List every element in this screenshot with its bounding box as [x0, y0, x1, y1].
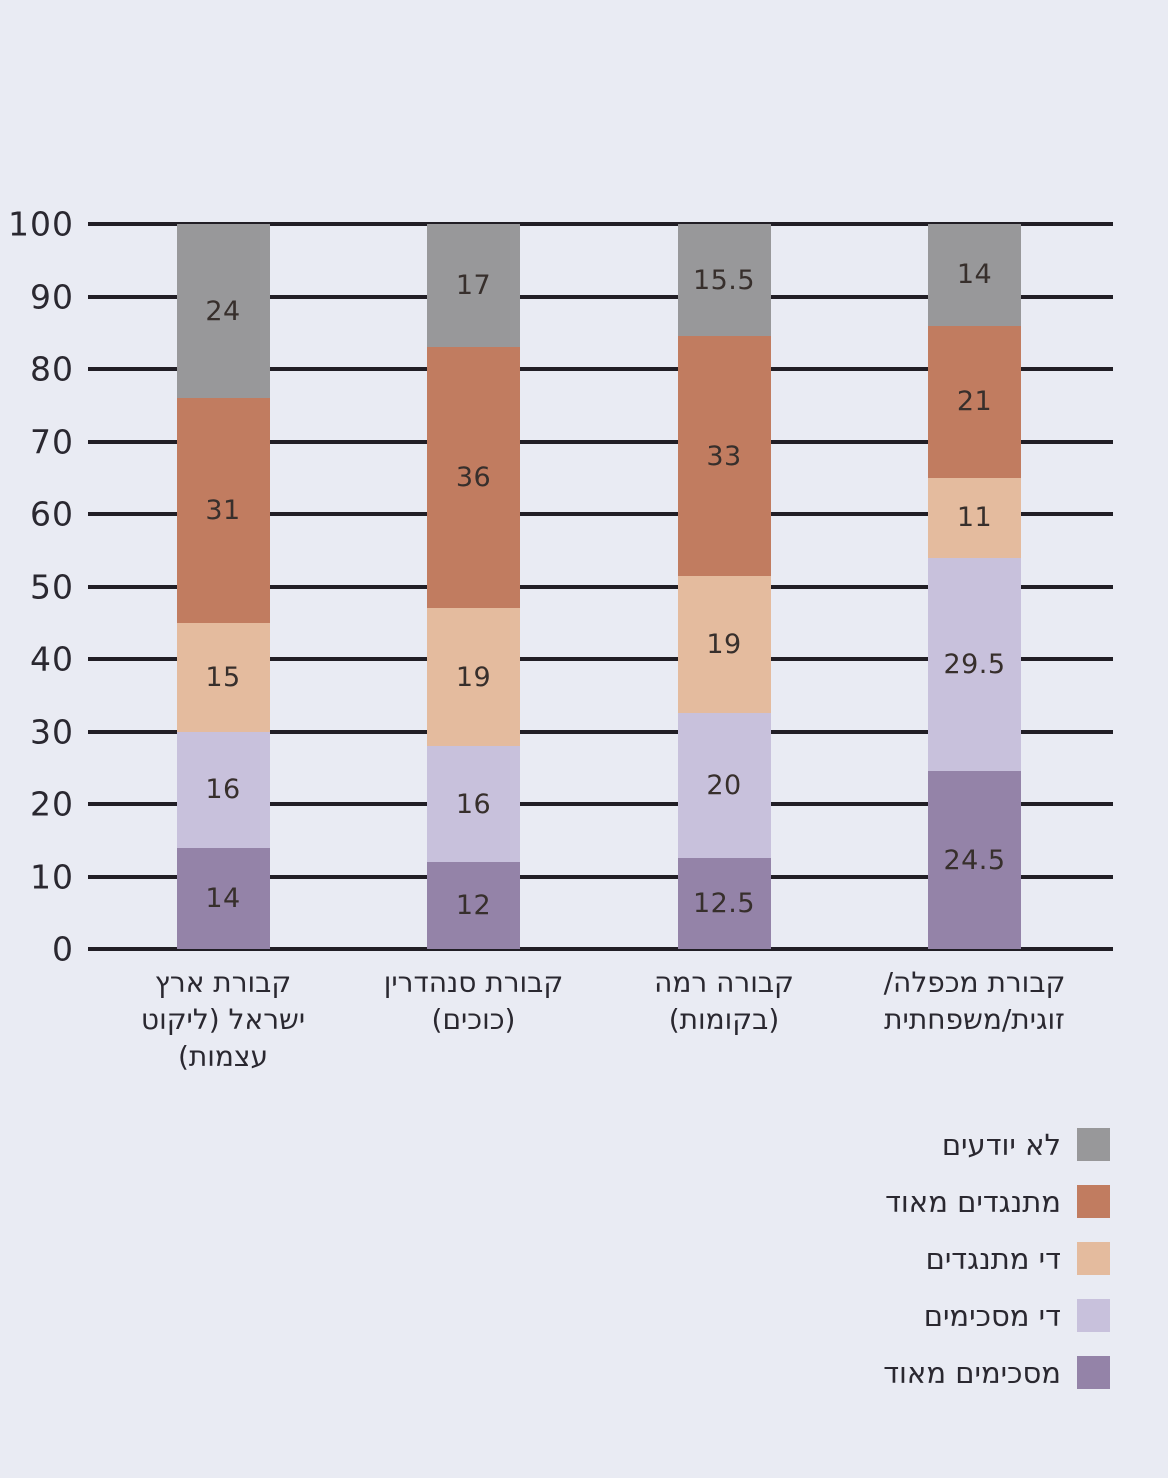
legend-swatch-icon	[1077, 1299, 1110, 1332]
legend-item-3: די מתנגדים	[883, 1241, 1110, 1276]
bar-1-segment-2: 16	[176, 731, 270, 848]
bar-value-label: 33	[706, 440, 742, 472]
bar-4-segment-4: 21	[928, 325, 1021, 478]
gridline-40	[88, 657, 1113, 661]
bar-value-label: 16	[205, 774, 241, 805]
y-tick-label-100: 100	[8, 204, 74, 244]
bar-value-label: 16	[455, 788, 492, 820]
bar-value-label: 14	[956, 259, 993, 291]
x-category-label-3: קבורה רמה (בקומות)	[654, 966, 794, 1036]
bar-value-label: 20	[706, 770, 742, 802]
bar-value-label: 31	[205, 494, 241, 526]
bar-3-segment-2: 20	[677, 713, 771, 859]
bar-value-label: 24	[205, 295, 241, 327]
bar-value-label: 14	[205, 882, 241, 914]
gridline-20	[88, 802, 1113, 806]
gridline-100	[88, 222, 1113, 226]
y-tick-label-50: 50	[30, 567, 74, 606]
bar-2-segment-1: 12	[427, 862, 520, 949]
bar-1-segment-5: 24	[176, 224, 270, 398]
bar-value-label: 12	[455, 890, 492, 921]
legend-label: מסכימים מאוד	[883, 1355, 1061, 1390]
legend-label: די מסכימים	[923, 1298, 1061, 1333]
bar-3-segment-5: 15.5	[677, 224, 771, 337]
bar-2: 12 16 19 36 17	[427, 224, 520, 949]
x-category-label-1: קבורת ארץ ישראל (ליקוט עצמות)	[140, 966, 306, 1073]
legend-item-1: לא יודעים	[883, 1127, 1110, 1162]
y-tick-label-30: 30	[30, 712, 74, 751]
bar-4: 24.5 29.5 11 21 14	[928, 224, 1021, 949]
bar-4-segment-3: 11	[928, 477, 1021, 558]
bar-3: 12.5 20 19 33 15.5	[677, 224, 771, 949]
gridline-60	[88, 512, 1113, 516]
y-tick-label-70: 70	[30, 422, 74, 461]
legend-swatch-icon	[1077, 1128, 1110, 1161]
bar-value-label: 19	[455, 661, 492, 693]
bar-value-label: 12.5	[692, 888, 756, 920]
bar-value-label: 11	[956, 502, 993, 534]
gridline-50	[88, 584, 1113, 589]
bar-4-segment-5: 14	[928, 224, 1021, 326]
bar-value-label: 36	[455, 462, 492, 494]
y-tick-label-60: 60	[30, 494, 74, 534]
bar-4-segment-2: 29.5	[928, 557, 1021, 772]
x-category-label-2: קבורת סנהדרין (כוכים)	[383, 966, 564, 1036]
bar-2-segment-5: 17	[427, 224, 520, 348]
gridline-70	[88, 439, 1113, 444]
legend-label: לא יודעים	[941, 1127, 1061, 1162]
legend-item-4: די מסכימים	[883, 1298, 1110, 1333]
legend-item-2: מתנגדים מאוד	[883, 1184, 1110, 1219]
bar-1: 14 16 15 31 24	[176, 224, 270, 949]
bar-value-label: 19	[706, 629, 742, 660]
bar-1-segment-3: 15	[176, 622, 270, 732]
gridline-30	[88, 729, 1113, 734]
bar-3-segment-3: 19	[677, 575, 771, 714]
legend-swatch-icon	[1077, 1242, 1110, 1275]
gridline-0	[88, 947, 1113, 951]
y-tick-label-20: 20	[30, 784, 74, 824]
bar-4-segment-1: 24.5	[928, 771, 1021, 949]
bar-value-label: 17	[455, 270, 492, 302]
bar-2-segment-2: 16	[427, 746, 520, 862]
y-tick-label-90: 90	[30, 277, 74, 316]
bar-value-label: 21	[956, 386, 993, 418]
y-tick-label-40: 40	[30, 639, 74, 679]
bar-1-segment-1: 14	[176, 847, 270, 949]
bar-value-label: 15.5	[692, 264, 756, 296]
legend-swatch-icon	[1077, 1185, 1110, 1218]
bar-2-segment-3: 19	[427, 608, 520, 746]
gridline-90	[88, 294, 1113, 299]
legend-item-5: מסכימים מאוד	[883, 1355, 1110, 1390]
y-tick-label-10: 10	[30, 857, 74, 896]
bar-value-label: 29.5	[943, 648, 1006, 680]
bar-2-segment-4: 36	[427, 347, 520, 609]
y-tick-label-0: 0	[52, 929, 74, 969]
bar-value-label: 15	[205, 661, 241, 693]
gridline-10	[88, 874, 1113, 879]
bar-3-segment-4: 33	[677, 336, 771, 576]
legend: לא יודעים מתנגדים מאוד די מתנגדים די מסכימי…	[883, 1128, 1110, 1413]
x-category-label-4: קבורת מכפלה/ זוגית/משפחתית	[883, 966, 1066, 1036]
legend-label: מתנגדים מאוד	[885, 1184, 1061, 1219]
bar-1-segment-4: 31	[176, 398, 270, 623]
bar-value-label: 24.5	[943, 844, 1006, 876]
bar-3-segment-1: 12.5	[677, 858, 771, 949]
legend-swatch-icon	[1077, 1356, 1110, 1389]
legend-label: די מתנגדים	[925, 1241, 1061, 1276]
y-tick-label-80: 80	[30, 349, 74, 389]
gridline-80	[88, 367, 1113, 371]
plot-area: 14 16 15 31 24 12 16 19 36 17 12.5 20 19 33 15.5 24.5 29…	[88, 222, 1113, 951]
